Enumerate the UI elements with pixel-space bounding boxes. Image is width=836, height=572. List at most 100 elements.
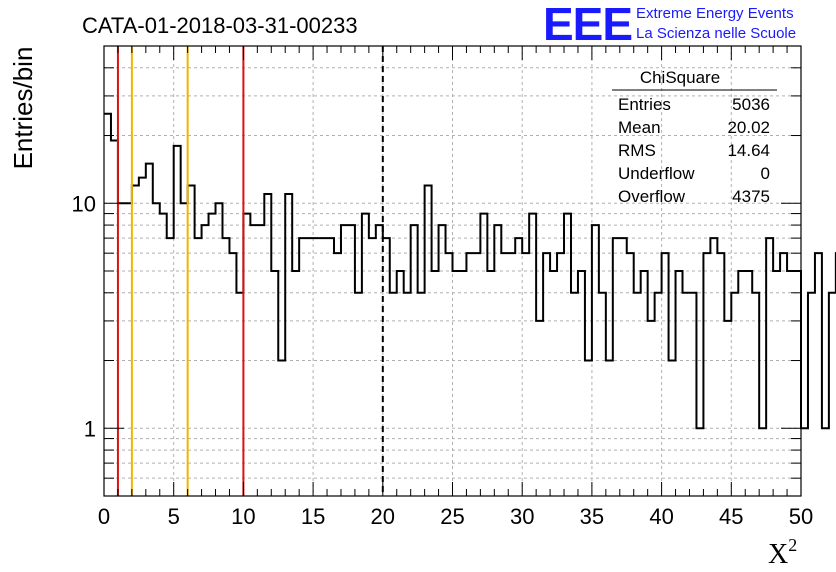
x-tick-label: 50 [789,504,813,529]
histogram-bin [111,141,118,496]
histogram-bin [773,271,780,496]
histogram-bin [362,214,369,496]
histogram-bin [459,271,466,496]
histogram-bin [794,271,801,496]
grid [104,46,801,496]
chart-title: CATA-01-2018-03-31-00233 [82,13,358,38]
reference-lines [116,46,384,496]
x-tick-label: 20 [371,504,395,529]
histogram-bin [710,238,717,496]
histogram-bin [536,321,543,496]
histogram-bin [132,185,139,496]
histogram-bin [195,238,202,496]
histogram-bin [669,361,676,496]
histogram-bin [494,225,501,496]
histogram-bin [257,225,264,496]
histogram-bin [703,253,710,496]
stats-label: Mean [618,118,661,137]
histogram-bin [543,253,550,496]
histogram-bin [676,271,683,496]
histogram-bin [724,321,731,496]
stats-label: Overflow [618,187,686,206]
stats-value: 4375 [732,187,770,206]
x-tick-label: 35 [580,504,604,529]
histogram-bin [236,293,243,496]
histogram-bin [585,361,592,496]
histogram-bin [425,185,432,496]
histogram-bin [641,271,648,496]
histogram-bin [313,238,320,496]
stats-label: RMS [618,141,656,160]
histogram-bin [453,271,460,496]
histogram-bin [139,178,146,496]
stats-value: 14.64 [727,141,770,160]
histogram-bin [306,238,313,496]
histogram-bin [689,293,696,496]
histogram-bin [731,293,738,496]
x-axis-label-base: X [768,539,788,570]
histogram-bin [487,271,494,496]
histogram-bin [209,214,216,496]
histogram-bin [411,225,418,496]
histogram-bin [613,238,620,496]
histogram-bin [174,146,181,496]
histogram-bin [390,293,397,496]
histogram-bin [146,164,153,496]
histogram-bin [599,293,606,496]
x-tick-label: 25 [440,504,464,529]
histogram-bin [738,271,745,496]
histogram-bin [822,428,829,496]
histogram-bin [285,194,292,496]
x-axis-label: X2 [768,535,797,570]
histogram-bin [752,293,759,496]
logo-text: EEE [543,0,632,50]
logo-line-2: La Scienza nelle Scuole [636,25,796,42]
histogram-bin [522,253,529,496]
histogram-bin [167,238,174,496]
x-tick-label: 15 [301,504,325,529]
histogram-bin [264,194,271,496]
histogram-bin [515,238,522,496]
x-tick-label: 45 [719,504,743,529]
x-axis-label-sup: 2 [788,535,797,555]
stats-label: Entries [618,95,671,114]
histogram-bin [766,238,773,496]
histogram-bin [222,238,229,496]
x-tick-label: 0 [98,504,110,529]
histogram-bin [578,271,585,496]
histogram-bin [508,253,515,496]
histogram-bin [655,293,662,496]
histogram-bin [529,214,536,496]
histogram-bin [397,271,404,496]
histogram-bin [383,238,390,496]
histogram-bin [341,225,348,496]
histogram-bin [683,293,690,496]
histogram-bin [662,253,669,496]
y-tick-label: 1 [84,416,96,441]
histogram-bin [466,253,473,496]
histogram-bin [432,271,439,496]
x-tick-labels: 0 5 10 15 20 25 30 35 40 45 50 [98,504,813,529]
histogram-bin [787,271,794,496]
histogram-bin [292,271,299,496]
histogram-bin [334,253,341,496]
histogram-bin [299,238,306,496]
histogram-bin [369,238,376,496]
x-tick-label: 30 [510,504,534,529]
histogram-bin [153,203,160,496]
stats-value: 0 [761,164,770,183]
histogram-bin [634,293,641,496]
histogram-bin [160,214,167,496]
histogram-bin [557,253,564,496]
stats-label: Underflow [618,164,695,183]
histogram-bin [627,253,634,496]
stats-value: 20.02 [727,118,770,137]
logo-line-1: Extreme Energy Events [636,5,794,22]
histogram-bin [550,271,557,496]
eee-logo: EEE Extreme Energy Events La Scienza nel… [543,0,796,50]
histogram-bin [815,253,822,496]
histogram-bin [592,225,599,496]
histogram-bin [759,428,766,496]
stats-value: 5036 [732,95,770,114]
